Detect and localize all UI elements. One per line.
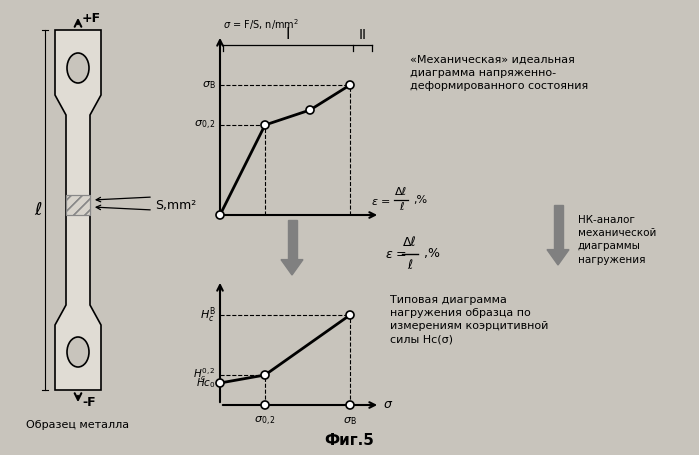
Text: S,mm²: S,mm²: [155, 198, 196, 212]
Circle shape: [261, 121, 269, 129]
Text: $\sigma$: $\sigma$: [383, 399, 394, 411]
Text: $\sigma_{0,2}$: $\sigma_{0,2}$: [254, 415, 276, 428]
Circle shape: [346, 401, 354, 409]
Text: НК-аналог
механической
диаграммы
нагружения: НК-аналог механической диаграммы нагруже…: [578, 215, 656, 265]
Bar: [66, 195, 90, 215]
Circle shape: [261, 401, 269, 409]
Text: $\sigma$ = F/S, n/mm$^2$: $\sigma$ = F/S, n/mm$^2$: [223, 17, 299, 32]
Text: $\varepsilon$ =: $\varepsilon$ =: [385, 248, 407, 262]
Polygon shape: [287, 220, 296, 260]
Polygon shape: [55, 30, 101, 390]
Text: $H_c^{0,2}$: $H_c^{0,2}$: [193, 367, 216, 384]
Circle shape: [306, 106, 314, 114]
Ellipse shape: [67, 53, 89, 83]
Text: -F: -F: [82, 395, 96, 409]
Text: Фиг.5: Фиг.5: [324, 433, 374, 448]
Polygon shape: [547, 250, 569, 265]
Ellipse shape: [67, 337, 89, 367]
Circle shape: [346, 81, 354, 89]
Text: +F: +F: [82, 11, 101, 25]
Text: $\sigma_{\rm B}$: $\sigma_{\rm B}$: [343, 415, 357, 427]
Text: ,%: ,%: [413, 195, 427, 205]
Bar: [66, 195, 90, 215]
Text: Δℓ: Δℓ: [403, 236, 417, 249]
Text: ℓ: ℓ: [398, 202, 403, 212]
Text: Типовая диаграмма
нагружения образца по
измерениям коэрцитивной
силы Нс(σ): Типовая диаграмма нагружения образца по …: [390, 295, 549, 344]
Text: $\sigma_{\rm B}$: $\sigma_{\rm B}$: [202, 79, 216, 91]
Text: $Hc_0$: $Hc_0$: [196, 376, 216, 390]
Polygon shape: [281, 260, 303, 275]
Text: $\varepsilon$ =: $\varepsilon$ =: [371, 197, 391, 207]
Bar: [66, 195, 90, 215]
Circle shape: [216, 211, 224, 219]
Text: «Механическая» идеальная
диаграмма напряженно-
деформированного состояния: «Механическая» идеальная диаграмма напря…: [410, 55, 589, 91]
Circle shape: [346, 311, 354, 319]
Text: Δℓ: Δℓ: [395, 187, 407, 197]
Text: ,%: ,%: [424, 248, 440, 261]
Text: ℓ: ℓ: [408, 259, 412, 272]
Circle shape: [216, 379, 224, 387]
Text: $\sigma_{0,2}$: $\sigma_{0,2}$: [194, 118, 216, 131]
Text: II: II: [359, 28, 366, 42]
Text: Образец металла: Образец металла: [27, 420, 129, 430]
Polygon shape: [554, 205, 563, 250]
Circle shape: [261, 371, 269, 379]
Text: $H_c^{\rm B}$: $H_c^{\rm B}$: [200, 305, 216, 325]
Text: I: I: [286, 27, 290, 42]
Text: ℓ: ℓ: [34, 201, 42, 219]
